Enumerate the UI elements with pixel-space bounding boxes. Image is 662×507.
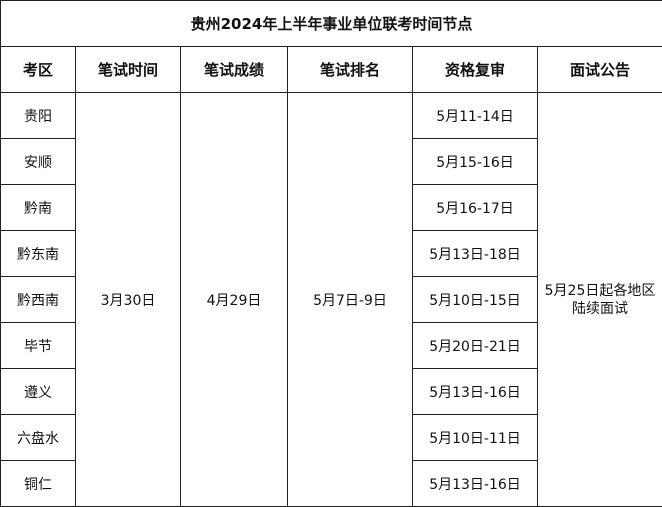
review-cell: 5月20日-21日: [412, 322, 538, 369]
table-title: 贵州2024年上半年事业单位联考时间节点: [0, 0, 662, 47]
header-exam-date: 笔试时间: [75, 46, 181, 93]
table-row: 安顺 5月15-16日: [0, 138, 662, 185]
region-cell: 黔南: [0, 184, 76, 231]
interview-notice-cell: 5月25日起各地区 陆续面试: [537, 92, 662, 507]
exam-date-cell: 3月30日: [75, 92, 181, 507]
review-cell: 5月13日-16日: [412, 368, 538, 415]
region-cell: 贵阳: [0, 92, 76, 139]
region-cell: 铜仁: [0, 460, 76, 507]
header-row: 考区 笔试时间 笔试成绩 笔试排名 资格复审 面试公告: [0, 46, 662, 93]
review-cell: 5月15-16日: [412, 138, 538, 185]
interview-notice-line2: 陆续面试: [572, 300, 628, 317]
region-cell: 六盘水: [0, 414, 76, 461]
review-cell: 5月13日-18日: [412, 230, 538, 277]
table-row: 毕节 5月20日-21日: [0, 322, 662, 369]
review-cell: 5月16-17日: [412, 184, 538, 231]
region-cell: 黔东南: [0, 230, 76, 277]
interview-notice-line1: 5月25日起各地区: [544, 282, 656, 299]
table-row: 黔南 5月16-17日: [0, 184, 662, 231]
region-cell: 遵义: [0, 368, 76, 415]
score-date-cell: 4月29日: [180, 92, 288, 507]
ranking-date-cell: 5月7日-9日: [287, 92, 413, 507]
header-region: 考区: [0, 46, 76, 93]
review-cell: 5月10日-15日: [412, 276, 538, 323]
table-row: 黔西南 5月10日-15日: [0, 276, 662, 323]
review-cell: 5月10日-11日: [412, 414, 538, 461]
review-cell: 5月11-14日: [412, 92, 538, 139]
table-row: 黔东南 5月13日-18日: [0, 230, 662, 277]
header-interview-notice: 面试公告: [537, 46, 662, 93]
review-cell: 5月13日-16日: [412, 460, 538, 507]
region-cell: 黔西南: [0, 276, 76, 323]
table-row: 铜仁 5月13日-16日: [0, 460, 662, 507]
table-row: 六盘水 5月10日-11日: [0, 414, 662, 461]
table-row: 遵义 5月13日-16日: [0, 368, 662, 415]
region-cell: 安顺: [0, 138, 76, 185]
table-row: 贵阳 3月30日 4月29日 5月7日-9日 5月11-14日 5月25日起各地…: [0, 92, 662, 507]
header-ranking: 笔试排名: [287, 46, 413, 93]
header-review: 资格复审: [412, 46, 538, 93]
region-cell: 毕节: [0, 322, 76, 369]
header-score: 笔试成绩: [180, 46, 288, 93]
